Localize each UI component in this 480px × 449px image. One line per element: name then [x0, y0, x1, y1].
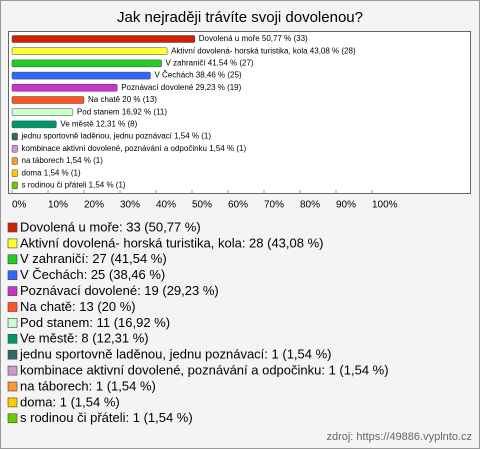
chart-title: Jak nejraději trávíte svoji dovolenou?	[117, 9, 363, 26]
legend-label: jednu sportovně laděnou, jednu poznávací…	[19, 347, 332, 362]
legend-swatch	[7, 238, 18, 249]
x-tick-label: 60%	[228, 200, 248, 211]
x-tick-label: 90%	[336, 200, 356, 211]
legend-swatch	[7, 286, 18, 296]
bar	[11, 145, 18, 153]
legend-swatch	[7, 397, 18, 408]
plot-area	[8, 31, 471, 194]
value-label: Dovolená u moře 50,77 % (33)	[199, 34, 308, 43]
x-tick-label: 100%	[372, 200, 398, 211]
legend-swatch	[7, 349, 18, 360]
x-tick-label: 20%	[84, 200, 104, 211]
bar	[11, 35, 196, 43]
value-label: Poznávací dovolené 29,23 % (19)	[121, 83, 241, 92]
legend-label: V zahraničí: 27 (41,54 %)	[20, 251, 167, 266]
bar	[11, 157, 18, 165]
x-tick-label: 40%	[156, 200, 176, 211]
bar	[11, 108, 74, 116]
legend-label: Dovolená u moře: 33 (50,77 %)	[20, 219, 201, 234]
legend-label: Aktivní dovolená- horská turistika, kola…	[20, 235, 323, 250]
legend-swatch	[7, 302, 18, 312]
value-label: V Čechách 38,46 % (25)	[154, 71, 241, 80]
bar	[11, 47, 168, 55]
legend-label: Ve městě: 8 (12,31 %)	[20, 331, 149, 346]
legend-label: Na chatě: 13 (20 %)	[20, 299, 136, 314]
bar	[11, 84, 118, 92]
legend-label: s rodinou či přáteli: 1 (1,54 %)	[20, 410, 193, 425]
legend-swatch	[7, 413, 18, 424]
value-label: Pod stanem 16,92 % (11)	[77, 107, 167, 116]
x-tick-label: 50%	[192, 200, 212, 211]
bar	[11, 120, 57, 129]
value-label: Aktivní dovolená- horská turistika, kola…	[171, 46, 356, 55]
value-label: kombinace aktivní dovolené, poznávání a …	[22, 144, 247, 153]
legend-swatch	[7, 381, 18, 392]
legend-swatch	[7, 270, 18, 281]
value-label: s rodinou či přáteli 1,54 % (1)	[22, 181, 126, 190]
legend-label: kombinace aktivní dovolené, poznávání a …	[20, 363, 389, 378]
value-label: Ve městě 12,31 % (8)	[60, 120, 137, 129]
bar	[11, 132, 18, 141]
bar	[11, 169, 18, 177]
legend-swatch	[7, 318, 18, 328]
x-tick-label: 30%	[120, 200, 140, 211]
bar	[11, 59, 162, 68]
legend-label: Pod stanem: 11 (16,92 %)	[20, 315, 170, 330]
x-tick-label: 80%	[300, 200, 320, 211]
x-tick-label: 10%	[48, 200, 68, 211]
value-label: Na chatě 20 % (13)	[88, 95, 157, 104]
x-tick-label: 0%	[12, 200, 27, 211]
legend-swatch	[7, 254, 18, 265]
bar	[11, 71, 151, 80]
legend-swatch	[7, 333, 18, 344]
legend-label: doma: 1 (1,54 %)	[20, 394, 120, 409]
value-label: jednu sportovně laděnou, jednu poznávací…	[21, 132, 212, 141]
legend-swatch	[7, 365, 18, 376]
legend-label: na táborech: 1 (1,54 %)	[20, 378, 156, 393]
legend-label: Poznávací dovolené: 19 (29,23 %)	[20, 283, 219, 298]
value-label: V zahraničí 41,54 % (27)	[166, 59, 254, 68]
value-label: na táborech 1,54 % (1)	[22, 156, 104, 165]
legend-swatch	[7, 222, 18, 233]
x-tick-label: 70%	[264, 200, 284, 211]
legend-label: V Čechách: 25 (38,46 %)	[20, 267, 165, 282]
value-label: doma 1,54 % (1)	[22, 168, 81, 177]
bar	[11, 181, 18, 190]
bar	[11, 96, 85, 104]
source: zdroj: https://49886.vyplnto.cz	[326, 431, 472, 443]
